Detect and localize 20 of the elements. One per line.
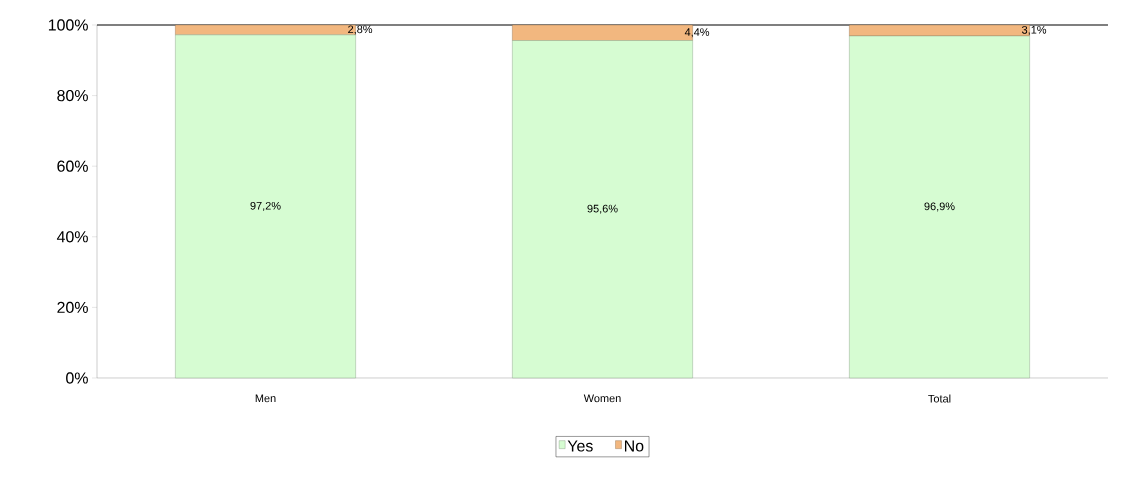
legend-label: Yes: [567, 440, 593, 452]
data-label: 97,2%: [250, 201, 281, 211]
bar: [175, 34, 356, 379]
x-tick-label: Men: [255, 394, 276, 403]
bar: [849, 35, 1030, 379]
bar: [512, 40, 693, 379]
y-tick-label: 0%: [66, 372, 88, 384]
x-tick-label: Total: [928, 394, 951, 403]
data-label: 2,8%: [348, 25, 373, 35]
data-label: 3,1%: [1022, 25, 1047, 35]
data-label: 95,6%: [587, 204, 618, 214]
y-tick-label: 40%: [56, 231, 88, 243]
y-tick-label: 20%: [57, 301, 88, 314]
y-tick-label: 100%: [48, 19, 88, 31]
data-label: 96,9%: [924, 202, 955, 212]
x-tick-label: Women: [583, 394, 621, 403]
y-tick-label: 60%: [57, 160, 88, 172]
data-label: 4,4%: [684, 28, 710, 38]
y-tick-label: 80%: [57, 89, 88, 102]
legend-label: No: [625, 440, 644, 452]
